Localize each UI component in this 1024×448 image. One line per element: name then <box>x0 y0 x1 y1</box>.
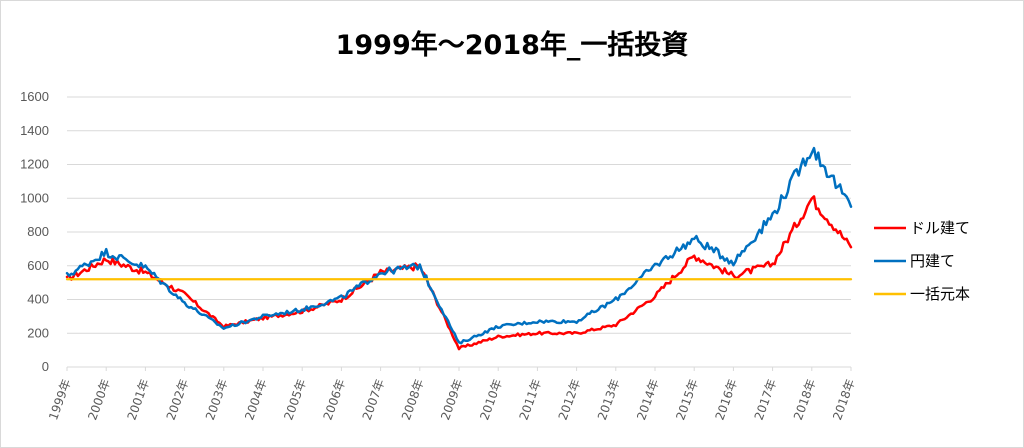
x-tick-label: 2004年 <box>242 377 270 422</box>
y-tick-label: 400 <box>27 292 49 307</box>
x-tick-label: 2015年 <box>673 377 701 422</box>
x-tick-label: 1999年 <box>46 377 74 422</box>
y-tick-label: 800 <box>27 224 49 239</box>
series-line-2 <box>65 146 853 345</box>
x-tick-label: 2016年 <box>713 377 741 422</box>
y-tick-label: 1400 <box>20 123 49 138</box>
x-tick-label: 2001年 <box>125 377 153 422</box>
x-tick-label: 2002年 <box>164 377 192 422</box>
x-tick-label: 2003年 <box>203 377 231 422</box>
x-tick-label: 2012年 <box>556 377 584 422</box>
y-tick-label: 200 <box>27 325 49 340</box>
x-tick-label: 2013年 <box>595 377 623 422</box>
y-tick-label: 1200 <box>20 157 49 172</box>
y-tick-label: 0 <box>42 359 49 374</box>
x-tick-label: 2017年 <box>752 377 780 422</box>
legend-label: ドル建て <box>910 219 970 237</box>
x-tick-label: 2009年 <box>438 377 466 422</box>
x-tick-label: 2011年 <box>517 377 545 422</box>
y-tick-label: 600 <box>27 258 49 273</box>
x-tick-label: 2008年 <box>399 377 427 422</box>
x-tick-label: 2014年 <box>634 377 662 422</box>
x-tick-label: 2018年 <box>830 377 858 422</box>
series-line-1 <box>65 195 853 351</box>
chart-title: 1999年～2018年_一括投資 <box>335 30 689 61</box>
x-tick-label: 2010年 <box>477 377 505 422</box>
y-tick-label: 1600 <box>20 89 49 104</box>
x-tick-label: 2000年 <box>85 377 113 422</box>
x-tick-label: 2007年 <box>360 377 388 422</box>
x-tick-label: 2005年 <box>281 377 309 422</box>
x-tick-label: 2018年 <box>791 377 819 422</box>
legend-label: 円建て <box>910 252 955 270</box>
legend-label: 一括元本 <box>910 285 970 303</box>
y-tick-label: 1000 <box>20 190 49 205</box>
x-tick-label: 2006年 <box>321 377 349 422</box>
